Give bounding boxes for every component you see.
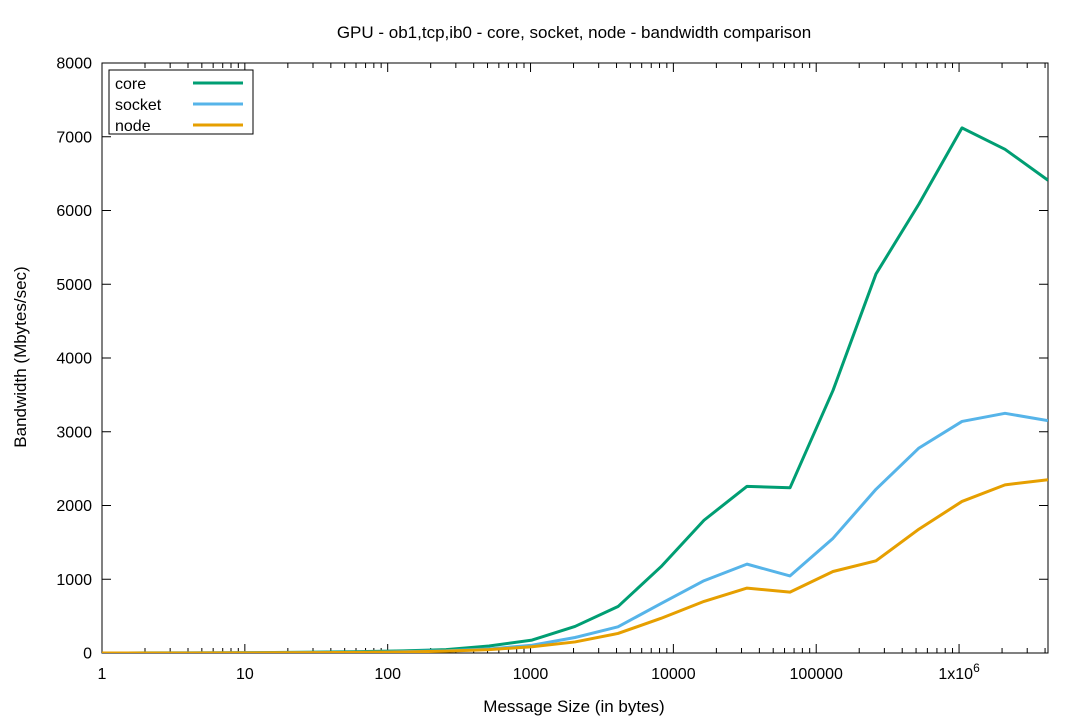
x-tick-label-text: 1 [98, 666, 107, 683]
legend-label-node: node [115, 118, 151, 135]
axis-tick-labels: 0 1000 2000 3000 4000 5000 6000 7000 8000 1 10 100 1… [56, 56, 980, 684]
x-tick-label: 100 [374, 666, 401, 683]
legend-label-core: core [115, 76, 146, 93]
series-line-socket [102, 411, 1048, 653]
y-tick-label: 0 [83, 646, 92, 663]
plot-area-frame [101, 62, 1049, 654]
x-tick-label-text: 1000 [513, 666, 549, 683]
x-tick-label: 10000 [651, 666, 696, 683]
axis-ticks [101, 62, 1048, 654]
series-line-core [102, 126, 1048, 653]
x-tick-label-text: 100000 [790, 666, 843, 683]
x-tick-label: 100000 [790, 666, 843, 683]
chart-title: GPU - ob1,tcp,ib0 - core, socket, node -… [337, 23, 811, 42]
x-tick-label-text: 10000 [651, 666, 696, 683]
y-tick-label: 5000 [56, 277, 92, 294]
x-tick-label-text: 10 [236, 666, 254, 683]
x-tick-label: 10 [236, 666, 254, 683]
y-tick-label: 3000 [56, 424, 92, 441]
legend: core socket node [108, 69, 254, 135]
x-tick-label: 1x106 [938, 661, 980, 683]
y-tick-label: 4000 [56, 351, 92, 368]
x-tick-label-exponent: 6 [973, 661, 980, 675]
x-tick-label: 1000 [513, 666, 549, 683]
y-tick-label: 1000 [56, 572, 92, 589]
y-tick-label: 8000 [56, 56, 92, 73]
x-axis-title: Message Size (in bytes) [483, 697, 664, 716]
series-line-node [102, 478, 1048, 653]
y-tick-label: 6000 [56, 203, 92, 220]
y-tick-label: 2000 [56, 498, 92, 515]
y-axis-title: Bandwidth (Mbytes/sec) [11, 266, 30, 447]
x-tick-label: 1 [98, 666, 107, 683]
legend-label-socket: socket [115, 97, 162, 114]
series-lines [102, 126, 1048, 653]
x-tick-label-text: 100 [374, 666, 401, 683]
x-tick-label-text: 1x10 [938, 666, 973, 683]
legend-box [108, 69, 254, 135]
y-tick-label: 7000 [56, 129, 92, 146]
